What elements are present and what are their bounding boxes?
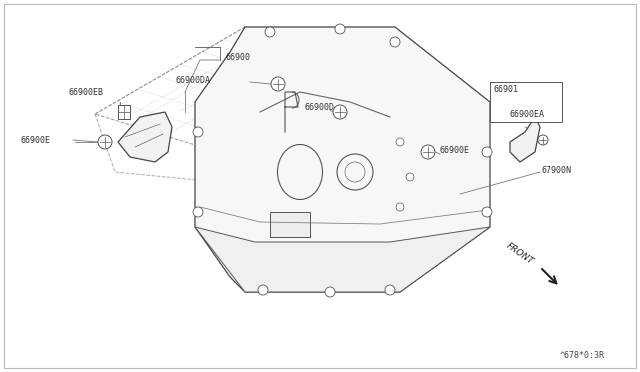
Circle shape — [335, 24, 345, 34]
Bar — [118, 105, 130, 119]
Text: ^678*0:3R: ^678*0:3R — [560, 351, 605, 360]
Polygon shape — [195, 227, 490, 292]
Circle shape — [98, 135, 112, 149]
Circle shape — [396, 138, 404, 146]
Circle shape — [258, 285, 268, 295]
Bar — [490, 82, 562, 122]
Circle shape — [385, 285, 395, 295]
Circle shape — [421, 145, 435, 159]
Circle shape — [193, 207, 203, 217]
Circle shape — [396, 203, 404, 211]
Circle shape — [406, 173, 414, 181]
Text: 66900: 66900 — [225, 52, 250, 61]
Text: 66900EA: 66900EA — [510, 109, 545, 119]
Circle shape — [193, 127, 203, 137]
Polygon shape — [118, 112, 172, 162]
Circle shape — [325, 287, 335, 297]
Polygon shape — [195, 27, 490, 292]
Circle shape — [265, 27, 275, 37]
Text: 66900D: 66900D — [305, 103, 335, 112]
Text: FRONT: FRONT — [505, 241, 535, 266]
Text: 66900E: 66900E — [20, 135, 50, 144]
Text: 66900DA: 66900DA — [175, 76, 210, 84]
Circle shape — [482, 147, 492, 157]
Circle shape — [482, 207, 492, 217]
Text: 66900E: 66900E — [440, 145, 470, 154]
Text: 66900EB: 66900EB — [68, 87, 103, 96]
Text: 67900N: 67900N — [542, 166, 572, 174]
Polygon shape — [510, 117, 540, 162]
Bar — [270, 212, 310, 237]
Text: 66901: 66901 — [494, 84, 519, 93]
Circle shape — [271, 77, 285, 91]
Circle shape — [390, 37, 400, 47]
Circle shape — [538, 135, 548, 145]
Circle shape — [333, 105, 347, 119]
